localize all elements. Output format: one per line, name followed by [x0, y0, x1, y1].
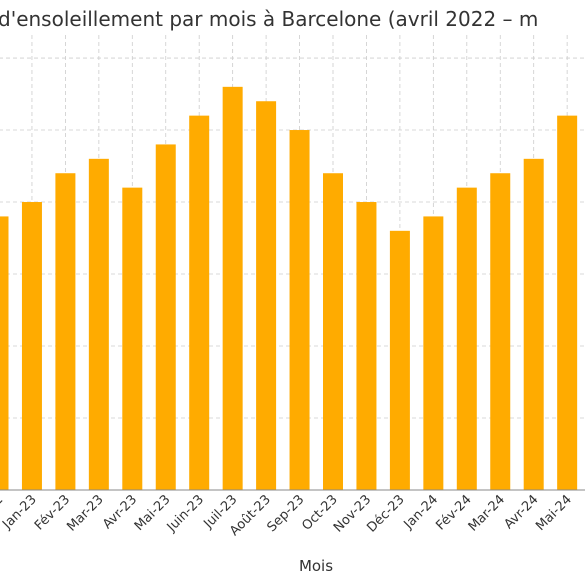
- bar: [423, 216, 444, 490]
- bar: [222, 86, 243, 490]
- bar: [155, 144, 176, 491]
- x-axis-label: Mois: [299, 557, 333, 575]
- x-tick-label: Déc-22: [0, 492, 6, 535]
- x-tick-label: Jan-23: [0, 492, 40, 533]
- bar: [88, 158, 109, 491]
- bar: [523, 158, 544, 491]
- x-tick-label: Déc-23: [364, 492, 407, 535]
- bar: [557, 115, 578, 491]
- bar: [189, 115, 210, 491]
- x-tick-label: Jan-24: [401, 492, 442, 533]
- bar: [356, 202, 377, 490]
- chart-title: d'ensoleillement par mois à Barcelone (a…: [0, 7, 538, 31]
- bar: [122, 187, 143, 490]
- bar: [389, 230, 410, 490]
- bar: [256, 101, 277, 490]
- bar: [0, 216, 9, 490]
- x-tick-label: Juin-23: [164, 492, 207, 535]
- bar: [21, 202, 42, 490]
- x-tick-label: Mar-24: [466, 492, 508, 534]
- x-tick-label: Mai-24: [533, 492, 575, 534]
- x-tick-label: Mar-23: [64, 492, 106, 534]
- bar: [55, 173, 76, 490]
- bar: [323, 173, 343, 490]
- bar: [289, 130, 310, 490]
- x-tick-label: Sep-23: [264, 492, 307, 535]
- bar: [490, 173, 511, 490]
- bar: [456, 187, 477, 490]
